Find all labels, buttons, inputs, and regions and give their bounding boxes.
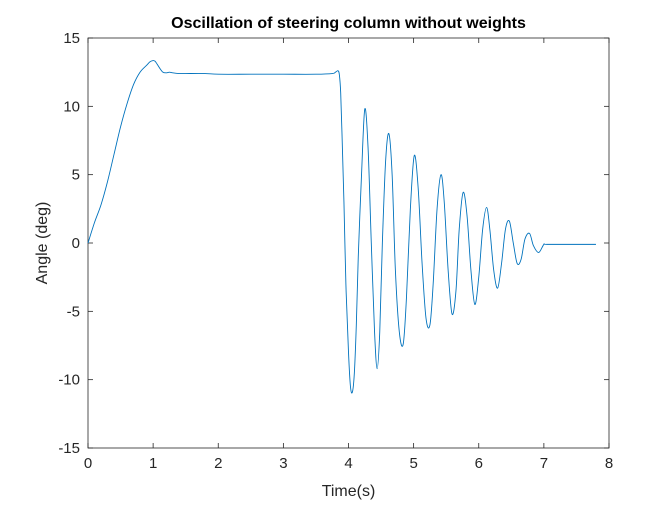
x-tick-label: 1 xyxy=(149,455,157,472)
x-tick-label: 4 xyxy=(344,455,352,472)
y-axis-label: Angle (deg) xyxy=(34,202,51,285)
x-axis-label: Time(s) xyxy=(322,483,376,500)
y-tick-label: -15 xyxy=(58,440,80,457)
plot-area xyxy=(87,37,610,449)
x-tick-label: 3 xyxy=(279,455,287,472)
y-tick-label: 10 xyxy=(63,98,80,115)
y-tick-label: -5 xyxy=(67,303,80,320)
y-tick-label: 0 xyxy=(72,235,80,252)
x-tick-label: 2 xyxy=(214,455,222,472)
y-tick-label: 15 xyxy=(63,30,80,47)
series-line-0 xyxy=(87,60,596,394)
y-tick-label: -10 xyxy=(58,372,80,389)
y-axis: -15 -10 -5 0 5 10 15 xyxy=(58,30,609,457)
x-tick-label: 0 xyxy=(84,455,92,472)
x-tick-label: 7 xyxy=(540,455,548,472)
series-layer xyxy=(87,60,596,394)
chart-title: Oscillation of steering column without w… xyxy=(171,15,526,32)
x-tick-label: 8 xyxy=(605,455,613,472)
y-tick-label: 5 xyxy=(72,167,80,184)
x-tick-label: 6 xyxy=(475,455,483,472)
x-axis: 0 1 2 3 4 5 6 7 8 xyxy=(84,38,613,472)
x-tick-label: 5 xyxy=(409,455,417,472)
